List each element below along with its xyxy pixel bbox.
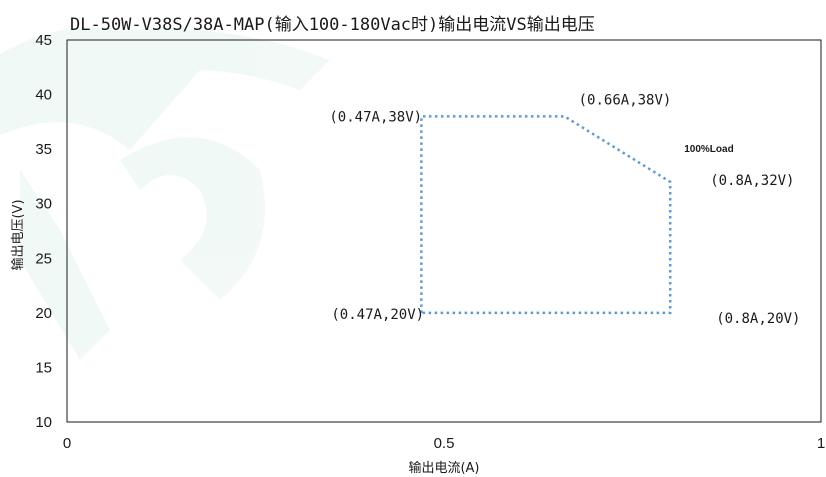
- x-tick-label: 0.5: [434, 435, 455, 452]
- y-tick-label: 40: [35, 87, 52, 104]
- plot-area: [66, 39, 822, 423]
- y-axis-label: 输出电压(V): [10, 199, 26, 270]
- y-tick-label: 30: [35, 196, 52, 213]
- y-tick-label: 20: [35, 305, 52, 322]
- point-labels: (0.47A,38V) (0.66A,38V) (0.8A,32V) (0.47A,2…: [329, 92, 800, 326]
- point-label: (0.47A,20V): [331, 307, 424, 323]
- x-tick-label: 1: [817, 435, 825, 452]
- series-layer: [420, 115, 672, 315]
- y-tick-label: 15: [35, 359, 52, 376]
- y-tick-label: 45: [35, 32, 52, 49]
- point-label: (0.66A,38V): [579, 92, 672, 108]
- y-axis-ticks: 10 15 20 25 30 35 40 45: [35, 32, 52, 431]
- point-label: (0.8A,20V): [716, 311, 800, 327]
- annotations: 100%Load: [684, 144, 733, 155]
- chart-title: DL-50W-V38S/38A-MAP(输入100-180Vac时)输出电流VS…: [70, 15, 595, 35]
- load-annotation: 100%Load: [684, 144, 733, 155]
- x-axis-label: 输出电流(A): [408, 460, 479, 476]
- x-tick-label: 0: [63, 435, 71, 452]
- series-line: [420, 115, 672, 315]
- y-tick-label: 35: [35, 141, 52, 158]
- x-axis-ticks: 0 0.5 1: [63, 435, 825, 452]
- y-tick-label: 25: [35, 250, 52, 267]
- y-tick-label: 10: [35, 414, 52, 431]
- point-label: (0.47A,38V): [329, 109, 422, 125]
- point-label: (0.8A,32V): [710, 173, 794, 189]
- watermark-logo: [0, 27, 330, 360]
